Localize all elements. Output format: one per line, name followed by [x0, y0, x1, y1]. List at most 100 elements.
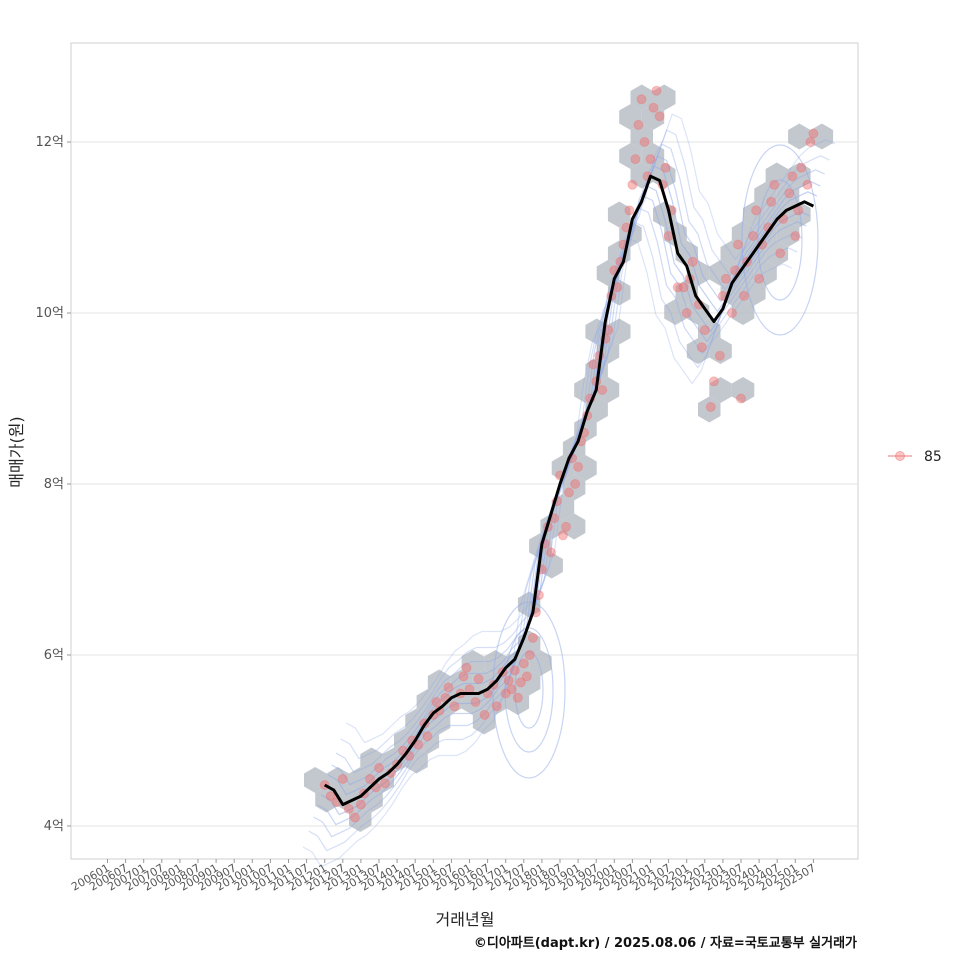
data-point [380, 778, 390, 789]
data-point [546, 547, 556, 558]
hexbin-cell [472, 708, 496, 735]
hexbin-cell [562, 474, 586, 501]
density-contour [327, 165, 818, 796]
data-point [627, 179, 638, 190]
hexbin-cell [450, 669, 473, 696]
hexbin-cell [664, 299, 687, 325]
hexbin-cell [607, 201, 631, 228]
hexbin-cell [686, 338, 710, 364]
x-axis-title: 거래년월 [436, 910, 495, 929]
data-point [431, 697, 442, 707]
y-tick-label: 10억 [35, 306, 64, 321]
density-contour [335, 143, 825, 774]
data-point [374, 762, 384, 773]
data-point [714, 350, 725, 361]
data-point [355, 799, 366, 810]
y-tick-label: 4억 [44, 819, 64, 834]
data-point [458, 671, 469, 682]
data-point [733, 239, 743, 250]
data-point [705, 402, 716, 412]
plot-panel [70, 42, 859, 860]
data-point [503, 675, 514, 686]
data-point [769, 179, 780, 190]
hexbin-cell [731, 377, 755, 403]
data-point [748, 231, 759, 241]
hexbin-cell [698, 396, 721, 423]
hexbin-cell [743, 201, 766, 228]
data-point [766, 196, 777, 207]
hexbin-cell [461, 689, 485, 715]
hexbin-cell [461, 650, 485, 676]
data-point [787, 171, 798, 182]
data-point [696, 342, 707, 353]
data-point [805, 137, 816, 147]
data-point [518, 658, 529, 669]
data-point [808, 128, 819, 139]
hexbin-cell [405, 747, 428, 774]
hexbin-cell [540, 552, 563, 579]
data-point [500, 688, 511, 699]
data-point [515, 677, 526, 688]
density-contour [757, 179, 803, 301]
data-point [651, 85, 662, 96]
hexbin-cell [315, 786, 338, 813]
hexbin-cell [709, 260, 732, 286]
density-contour [331, 155, 821, 786]
data-point [337, 774, 348, 784]
hexbin-cell [776, 221, 800, 247]
data-point [681, 308, 692, 318]
hexbin-cell [709, 338, 732, 364]
data-point [558, 530, 568, 541]
hexbin-cell [506, 689, 530, 715]
data-point [739, 290, 749, 301]
data-point [509, 665, 520, 676]
hexbin-cell [776, 182, 800, 208]
data-point [672, 282, 683, 293]
data-point [349, 812, 360, 823]
hexbin-cell [574, 455, 597, 481]
data-point [343, 803, 354, 814]
hexbin-cell [765, 240, 789, 267]
x-tick-labels: 2006012006072007012007072008012008072009… [69, 859, 818, 894]
legend: 85 [888, 449, 942, 465]
hexbin-cell [416, 728, 440, 754]
data-point [720, 273, 731, 284]
data-point [736, 393, 746, 404]
data-point [461, 662, 472, 673]
data-point [573, 461, 584, 472]
hexbin-cell [765, 162, 789, 189]
data-point [470, 697, 481, 707]
y-tick-label: 8억 [44, 477, 64, 492]
trend-line [323, 174, 815, 807]
hexbin-cell [506, 650, 530, 676]
hexbin-cell [731, 299, 755, 325]
hexbin-cell [630, 84, 653, 111]
data-point [630, 154, 641, 165]
hexbin-cell [731, 221, 755, 247]
hexbin-cell [484, 689, 507, 715]
data-point [699, 325, 710, 336]
hexbin-cell [596, 377, 620, 403]
hexbin-cell [630, 123, 653, 150]
data-point [645, 154, 656, 165]
data-point [561, 521, 571, 532]
data-point [708, 376, 719, 387]
data-point [624, 205, 635, 216]
data-point [564, 487, 574, 498]
hexbin-cell [720, 240, 743, 267]
data-point [687, 256, 698, 267]
trend-line-layer [323, 174, 815, 807]
data-point [588, 359, 599, 370]
hexbin-cell [810, 123, 834, 150]
y-axis-title: 매매가(원) [7, 416, 26, 487]
hexbin-cell [743, 279, 766, 306]
data-point [521, 671, 532, 682]
data-point [678, 282, 689, 293]
data-point [524, 650, 535, 660]
data-point [663, 231, 674, 241]
data-point [512, 692, 523, 703]
data-point [506, 684, 517, 695]
data-point [491, 701, 502, 712]
hexbin-cell [562, 513, 586, 540]
hexbin-cell [686, 260, 710, 286]
